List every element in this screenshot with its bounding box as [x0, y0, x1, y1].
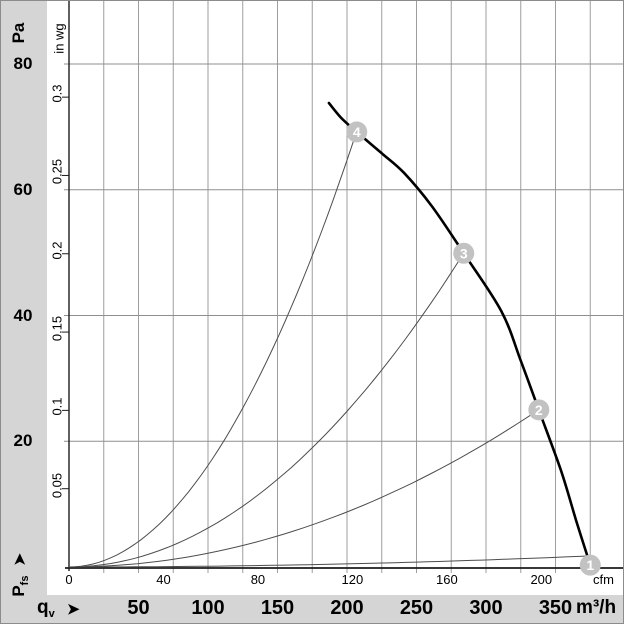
plot-area	[47, 1, 623, 595]
pressure-symbol: P	[8, 585, 28, 597]
cfm-tick-label: 120	[341, 572, 364, 587]
arrow-right-icon: ➤	[67, 601, 80, 618]
m3h-tick-label: 250	[399, 597, 434, 619]
pa-tick-label: 60	[13, 179, 33, 199]
operating-point-marker-4: 4	[346, 121, 368, 143]
fan-curve	[327, 101, 592, 567]
marker-number: 3	[460, 245, 468, 261]
marker-number: 4	[353, 124, 361, 140]
marker-number: 2	[535, 402, 543, 418]
pa-tick-label: 80	[13, 54, 33, 73]
pressure-symbol-sub: fs	[19, 575, 32, 586]
cfm-tick-label: 160	[435, 572, 458, 587]
flow-symbol: q	[37, 597, 49, 618]
m3h-tick-label: 300	[469, 597, 503, 619]
flow-unit-cfm: cfm	[593, 572, 614, 587]
m3h-tick-label: 200	[330, 597, 364, 619]
system-curve-2	[68, 409, 540, 568]
system-curve-1	[69, 555, 591, 568]
m3h-tick-label: 350	[538, 597, 573, 619]
pressure-unit-inwg: in wg	[51, 23, 67, 54]
system-curve-4	[68, 131, 358, 568]
inwg-tick-label: 0.05	[49, 472, 65, 498]
inwg-tick-label: 0.3	[49, 84, 65, 103]
pa-tick-label: 20	[13, 431, 33, 451]
pressure-axis-title: Pfs	[9, 569, 31, 603]
operating-point-marker-1: 1	[579, 554, 601, 576]
cfm-tick-label: 40	[156, 572, 171, 587]
marker-number: 1	[586, 557, 594, 573]
pa-tick-label: 40	[13, 305, 33, 325]
cfm-tick-label: 0	[65, 572, 73, 587]
arrow-up-icon: ➤	[11, 553, 29, 566]
operating-point-marker-3: 3	[453, 242, 475, 264]
m3h-tick-label: 50	[127, 597, 150, 619]
m3h-tick-label: 150	[260, 597, 295, 619]
inwg-tick-label: 0.15	[49, 315, 65, 342]
cfm-tick-label: 200	[530, 572, 553, 587]
inwg-tick-label: 0.2	[49, 241, 65, 260]
cfm-tick-label: 80	[250, 572, 266, 587]
system-curve-3	[68, 252, 465, 568]
flow-axis-title: qv	[37, 597, 55, 620]
flow-symbol-sub: v	[48, 608, 55, 621]
inwg-tick-label: 0.1	[49, 397, 65, 416]
flow-unit-m3h: m³/h	[575, 597, 617, 618]
operating-point-marker-2: 2	[528, 399, 550, 421]
inwg-tick-label: 0.25	[49, 159, 65, 185]
pressure-unit-pa: Pa	[9, 22, 28, 44]
m3h-tick-label: 100	[191, 597, 225, 619]
